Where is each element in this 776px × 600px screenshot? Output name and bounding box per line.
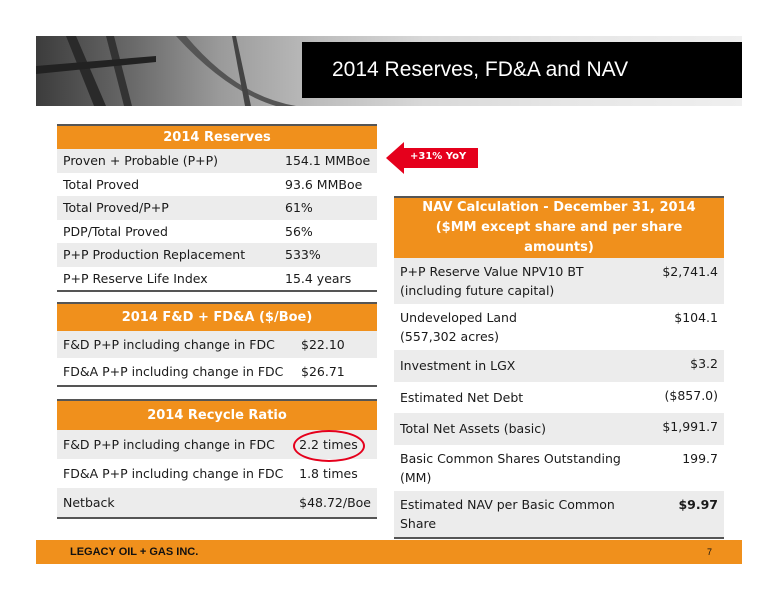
company-logo: LEGACY OIL + GAS INC. xyxy=(70,546,199,558)
yoy-callout-text: +31% YoY xyxy=(410,151,467,162)
table-row: FD&A P+P including change in FDC $26.71 xyxy=(57,358,377,386)
row-value: 199.7 xyxy=(682,450,718,466)
row-value: 93.6 MMBoe xyxy=(285,176,363,192)
recycle-ratio-table: 2014 Recycle Ratio F&D P+P including cha… xyxy=(57,399,377,519)
row-label: F&D P+P including change in FDC xyxy=(57,331,295,358)
table-row: F&D P+P including change in FDC 2.2 time… xyxy=(57,430,377,462)
row-label: Investment in LGX xyxy=(394,350,650,382)
row-value: $2,741.4 xyxy=(649,258,724,304)
row-label-line1: P+P Reserve Value NPV10 BT xyxy=(400,264,584,279)
row-label-line1: Basic Common Shares Outstanding xyxy=(400,450,621,466)
table-row: P+P Reserve Life Index 15.4 years xyxy=(57,267,377,291)
row-label: P+P Reserve Life Index xyxy=(63,270,208,286)
table-row: Proven + Probable (P+P) 154.1 MMBoe xyxy=(57,149,377,173)
row-label: FD&A P+P including change in FDC xyxy=(63,466,284,481)
table-row: Undeveloped Land (557,302 acres) $104.1 xyxy=(394,304,724,350)
table-row: Total Proved 93.6 MMBoe xyxy=(57,173,377,197)
row-label: Total Proved/P+P xyxy=(57,196,279,220)
footer-bar xyxy=(36,540,742,564)
row-value: $9.97 xyxy=(649,490,724,538)
row-label-line1: Estimated NAV per Basic Common xyxy=(400,496,615,512)
table-row: F&D P+P including change in FDC $22.10 xyxy=(57,331,377,358)
row-label: Undeveloped Land (557,302 acres) xyxy=(394,304,649,350)
row-label-line2: (MM) xyxy=(400,469,432,485)
highlight-circle-icon xyxy=(293,430,366,462)
row-label: Estimated NAV per Basic Common Share xyxy=(394,490,650,538)
row-label: F&D P+P including change in FDC xyxy=(57,430,294,459)
row-value: 154.1 MMBoe xyxy=(279,149,377,173)
row-label: P+P Production Replacement xyxy=(57,243,279,267)
page-number: 7 xyxy=(707,547,713,557)
fda-heading: 2014 F&D + FD&A ($/Boe) xyxy=(57,302,377,331)
nav-heading-line2: ($MM except share and per share amounts) xyxy=(435,220,683,255)
fda-table: 2014 F&D + FD&A ($/Boe) F&D P+P includin… xyxy=(57,302,377,387)
row-value: 2.2 times xyxy=(293,430,377,462)
reserves-heading: 2014 Reserves xyxy=(57,124,377,149)
row-value: $104.1 xyxy=(674,310,718,325)
nav-heading: NAV Calculation - December 31, 2014 ($MM… xyxy=(394,196,724,258)
row-label: Total Net Assets (basic) xyxy=(394,413,650,445)
pumpjack-silhouette-image xyxy=(36,36,296,106)
table-row: Total Proved/P+P 61% xyxy=(57,196,377,220)
row-label: Basic Common Shares Outstanding (MM) xyxy=(394,445,649,491)
row-label: P+P Reserve Value NPV10 BT (including fu… xyxy=(394,258,650,304)
row-label: Netback xyxy=(57,488,294,518)
nav-calculation-table: NAV Calculation - December 31, 2014 ($MM… xyxy=(394,196,724,539)
row-value: 61% xyxy=(279,196,377,220)
table-row: Netback $48.72/Boe xyxy=(57,488,377,518)
recycle-heading: 2014 Recycle Ratio xyxy=(57,399,377,430)
yoy-callout-arrow-icon xyxy=(386,142,478,174)
row-label: PDP/Total Proved xyxy=(63,223,168,239)
row-value: $22.10 xyxy=(295,331,377,358)
row-value: 1.8 times xyxy=(299,466,358,481)
table-row: PDP/Total Proved 56% xyxy=(57,220,377,244)
row-value: ($857.0) xyxy=(664,387,719,403)
table-row: Estimated NAV per Basic Common Share $9.… xyxy=(394,490,724,538)
row-label-line2: Share xyxy=(400,515,437,531)
row-label: Proven + Probable (P+P) xyxy=(57,149,279,173)
row-value: $1,991.7 xyxy=(649,413,724,445)
row-value: $26.71 xyxy=(301,364,345,379)
row-value: 56% xyxy=(285,223,313,239)
row-value: $48.72/Boe xyxy=(293,488,377,518)
reserves-table: 2014 Reserves Proven + Probable (P+P) 15… xyxy=(57,124,377,292)
table-row: Estimated Net Debt ($857.0) xyxy=(394,382,724,414)
table-row: Total Net Assets (basic) $1,991.7 xyxy=(394,413,724,445)
row-value: 533% xyxy=(279,243,377,267)
table-row: P+P Production Replacement 533% xyxy=(57,243,377,267)
table-row: Basic Common Shares Outstanding (MM) 199… xyxy=(394,445,724,491)
table-row: Investment in LGX $3.2 xyxy=(394,350,724,382)
row-label: FD&A P+P including change in FDC xyxy=(63,364,284,379)
row-label-line2: (557,302 acres) xyxy=(400,329,500,344)
row-label: Total Proved xyxy=(63,176,140,192)
highlighted-value: 2.2 times xyxy=(293,430,366,462)
row-value: $3.2 xyxy=(649,350,724,382)
row-label: Estimated Net Debt xyxy=(400,389,524,405)
row-value: 15.4 years xyxy=(285,270,352,286)
row-label-line2: (including future capital) xyxy=(400,283,555,298)
row-label-line1: Undeveloped Land xyxy=(400,310,517,325)
table-row: P+P Reserve Value NPV10 BT (including fu… xyxy=(394,258,724,304)
table-row: FD&A P+P including change in FDC 1.8 tim… xyxy=(57,459,377,488)
page-title: 2014 Reserves, FD&A and NAV xyxy=(302,42,742,98)
nav-heading-line1: NAV Calculation - December 31, 2014 xyxy=(422,200,696,215)
